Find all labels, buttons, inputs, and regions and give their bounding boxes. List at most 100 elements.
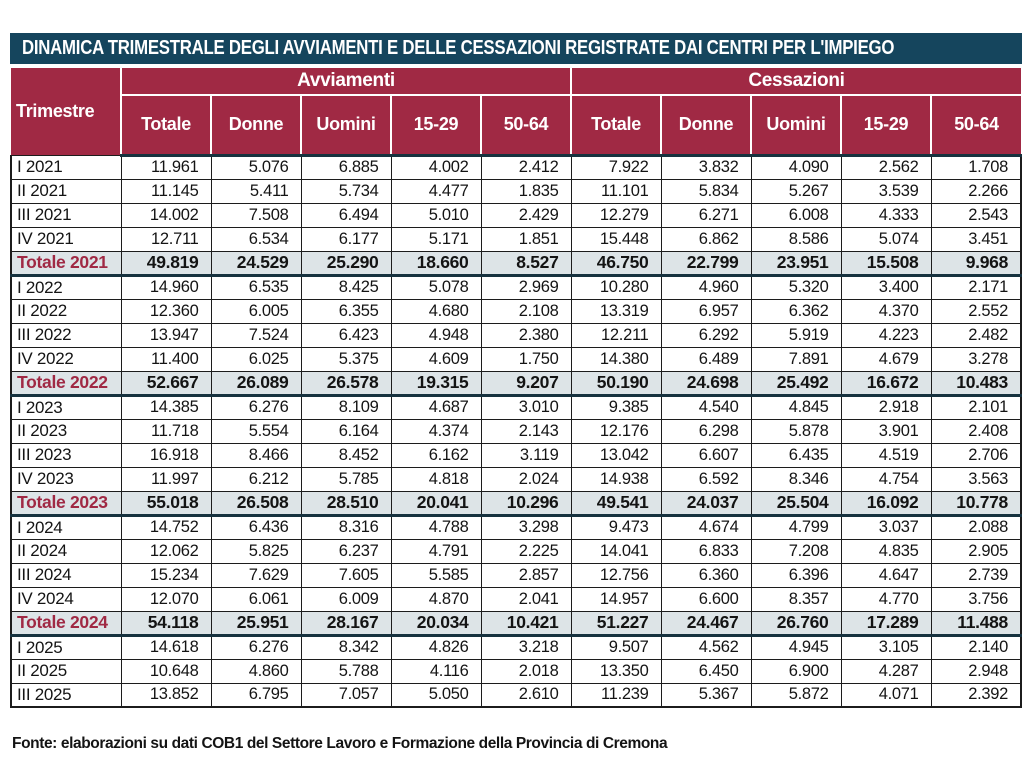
value-cell: 3.105 [840,634,932,660]
value-cell: 2.543 [930,202,1022,228]
value-cell: 10.648 [120,658,212,684]
value-cell: 2.739 [930,562,1022,588]
value-cell: 4.680 [390,298,482,324]
value-cell: 6.276 [210,634,302,660]
column-header-donne: Donne [660,95,751,157]
value-cell: 4.477 [390,178,482,204]
value-cell: 46.750 [570,250,662,277]
value-cell: 2.041 [480,586,572,612]
subheader-row: Totale Donne Uomini 15-29 50-64 Totale Donne Uo… [11,95,1021,157]
value-cell: 5.554 [210,418,302,444]
value-cell: 19.315 [390,370,482,397]
value-cell: 14.960 [120,274,212,300]
value-cell: 4.860 [210,658,302,684]
value-cell: 2.380 [480,322,572,348]
value-cell: 9.473 [570,514,662,540]
value-cell: 12.360 [120,298,212,324]
value-cell: 4.370 [840,298,932,324]
value-cell: 13.852 [120,682,212,708]
value-cell: 3.119 [480,442,572,468]
trimestre-cell: III 2023 [10,442,122,468]
total-row: Totale 2022 52.667 26.089 26.578 19.315 9.207… [10,370,1022,397]
value-cell: 50.190 [570,370,662,397]
trimestre-cell: I 2025 [10,634,122,660]
value-cell: 1.835 [480,178,572,204]
value-cell: 4.519 [840,442,932,468]
group-header-cessazioni: Cessazioni [570,68,1021,96]
value-cell: 8.109 [300,394,392,420]
value-cell: 24.529 [210,250,302,277]
value-cell: 6.423 [300,322,392,348]
value-cell: 5.825 [210,538,302,564]
value-cell: 2.857 [480,562,572,588]
total-row: Totale 2021 49.819 24.529 25.290 18.660 8.527… [10,250,1022,277]
value-cell: 55.018 [120,490,212,517]
value-cell: 4.679 [840,346,932,372]
value-cell: 4.674 [660,514,752,540]
value-cell: 6.005 [210,298,302,324]
value-cell: 14.385 [120,394,212,420]
value-cell: 24.037 [660,490,752,517]
table-row: I 2021 11.961 5.076 6.885 4.002 2.412 7.922 3.8… [10,154,1022,180]
value-cell: 4.609 [390,346,482,372]
trimestre-cell: I 2023 [10,394,122,420]
value-cell: 4.090 [750,154,842,180]
value-cell: 4.687 [390,394,482,420]
trimestre-cell: I 2022 [10,274,122,300]
value-cell: 6.957 [660,298,752,324]
value-cell: 6.355 [300,298,392,324]
value-cell: 7.605 [300,562,392,588]
value-cell: 5.878 [750,418,842,444]
value-cell: 3.451 [930,226,1022,252]
trimestre-cell: II 2023 [10,418,122,444]
value-cell: 11.961 [120,154,212,180]
trimestre-cell: I 2024 [10,514,122,540]
trimestre-cell: II 2025 [10,658,122,684]
value-cell: 10.483 [930,370,1022,397]
value-cell: 28.510 [300,490,392,517]
value-cell: 4.945 [750,634,842,660]
value-cell: 7.629 [210,562,302,588]
value-cell: 8.466 [210,442,302,468]
value-cell: 12.711 [120,226,212,252]
value-cell: 51.227 [570,610,662,637]
value-cell: 14.041 [570,538,662,564]
value-cell: 7.922 [570,154,662,180]
value-cell: 2.171 [930,274,1022,300]
table-row: IV 2021 12.711 6.534 6.177 5.171 1.851 15.448 6… [10,226,1022,252]
value-cell: 15.448 [570,226,662,252]
value-cell: 22.799 [660,250,752,277]
table-row: III 2022 13.947 7.524 6.423 4.948 2.380 12.211… [10,322,1022,348]
table-row: II 2025 10.648 4.860 5.788 4.116 2.018 13.350 6… [10,658,1022,684]
value-cell: 6.360 [660,562,752,588]
column-header-donne: Donne [210,95,301,157]
value-cell: 4.960 [660,274,752,300]
value-cell: 2.905 [930,538,1022,564]
value-cell: 6.009 [300,586,392,612]
value-cell: 23.951 [750,250,842,277]
column-header-50-64: 50-64 [480,95,571,157]
table-row: II 2023 11.718 5.554 6.164 4.374 2.143 12.176 6… [10,418,1022,444]
value-cell: 16.672 [840,370,932,397]
value-cell: 2.143 [480,418,572,444]
value-cell: 13.319 [570,298,662,324]
value-cell: 49.819 [120,250,212,277]
value-cell: 1.708 [930,154,1022,180]
table-row: I 2023 14.385 6.276 8.109 4.687 3.010 9.385 4.5… [10,394,1022,420]
value-cell: 4.788 [390,514,482,540]
value-cell: 7.891 [750,346,842,372]
value-cell: 5.074 [840,226,932,252]
value-cell: 12.756 [570,562,662,588]
value-cell: 2.225 [480,538,572,564]
value-cell: 1.851 [480,226,572,252]
value-cell: 4.826 [390,634,482,660]
value-cell: 10.778 [930,490,1022,517]
trimestre-cell: III 2025 [10,682,122,708]
value-cell: 8.342 [300,634,392,660]
value-cell: 8.452 [300,442,392,468]
value-cell: 4.374 [390,418,482,444]
value-cell: 12.279 [570,202,662,228]
value-cell: 5.788 [300,658,392,684]
value-cell: 5.919 [750,322,842,348]
trimestre-cell: III 2021 [10,202,122,228]
